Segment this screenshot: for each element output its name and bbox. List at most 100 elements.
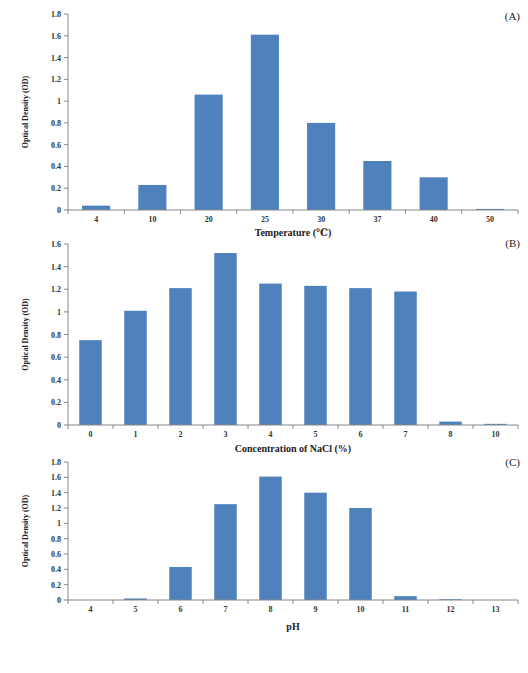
y-axis (68, 462, 69, 600)
x-tick-label: 4 (94, 215, 98, 224)
y-tick-label: 0.2 (51, 398, 61, 407)
y-tick-label: 1.6 (51, 32, 61, 41)
y-tick (64, 554, 68, 555)
bar (214, 253, 237, 425)
x-tick-label: 5 (314, 430, 318, 439)
bar (394, 292, 417, 425)
x-tick-label: 20 (205, 215, 213, 224)
y-axis-title: Optical Density (OD) (21, 298, 30, 371)
y-tick (64, 538, 68, 539)
y-tick (64, 425, 68, 426)
y-tick-label: 1.4 (51, 489, 61, 498)
y-tick (64, 188, 68, 189)
x-tick (158, 600, 159, 604)
bars (124, 477, 462, 600)
x-tick-label: 7 (404, 430, 408, 439)
x-tick-label: 6 (359, 430, 363, 439)
y-tick (64, 462, 68, 463)
y-tick (64, 244, 68, 245)
x-tick (293, 425, 294, 429)
x-tick-label: 2 (179, 430, 183, 439)
bar (214, 504, 237, 600)
x-tick-label: 3 (224, 430, 228, 439)
bar (124, 311, 147, 425)
y-tick-label: 1 (57, 519, 61, 528)
y-tick (64, 492, 68, 493)
x-tick (428, 425, 429, 429)
panel: 00.20.40.60.811.21.41.61.841020253037405… (21, 10, 520, 239)
y-tick (64, 508, 68, 509)
y-tick (64, 144, 68, 145)
y-tick (64, 402, 68, 403)
panel-label: (A) (505, 10, 521, 23)
x-tick-label: 0 (89, 430, 93, 439)
y-tick (64, 334, 68, 335)
y-tick-label: 0.2 (51, 581, 61, 590)
x-tick (68, 600, 69, 604)
x-tick-label: 8 (269, 605, 273, 614)
x-tick-label: 4 (269, 430, 273, 439)
bar (439, 422, 462, 425)
x-tick-label: 8 (449, 430, 453, 439)
y-tick (64, 101, 68, 102)
x-tick (338, 425, 339, 429)
y-tick-label: 0.6 (51, 141, 61, 150)
y-axis (68, 14, 69, 210)
x-tick-label: 50 (486, 215, 494, 224)
bar (138, 185, 166, 210)
y-tick (64, 379, 68, 380)
y-tick-label: 1.8 (51, 458, 61, 467)
figure: 00.20.40.60.811.21.41.61.841020253037405… (0, 0, 528, 673)
y-tick-label: 1 (57, 308, 61, 317)
panel: 00.20.40.60.811.21.41.61.845678910111213… (21, 456, 520, 632)
y-tick-label: 0.4 (51, 565, 61, 574)
x-axis-title: Concentration of NaCl (%) (235, 443, 351, 455)
y-tick (64, 600, 68, 601)
y-tick (64, 523, 68, 524)
bar (304, 493, 327, 600)
x-tick-label: 30 (317, 215, 325, 224)
y-tick-label: 0.6 (51, 550, 61, 559)
y-tick (64, 266, 68, 267)
y-tick (64, 122, 68, 123)
x-tick-label: 40 (430, 215, 438, 224)
y-tick (64, 311, 68, 312)
y-tick (64, 35, 68, 36)
y-axis-title: Optical Density (OD) (21, 494, 30, 567)
x-tick-label: 12 (447, 605, 455, 614)
y-tick (64, 569, 68, 570)
y-tick-label: 0.8 (51, 119, 61, 128)
x-tick-label: 25 (261, 215, 269, 224)
y-tick (64, 14, 68, 15)
x-tick-label: 4 (89, 605, 93, 614)
y-tick-label: 0.2 (51, 184, 61, 193)
x-tick-label: 13 (492, 605, 500, 614)
bar (307, 123, 335, 210)
y-tick (64, 584, 68, 585)
bar (195, 95, 223, 210)
bar (304, 286, 327, 425)
x-tick-label: 10 (492, 430, 500, 439)
y-tick (64, 57, 68, 58)
y-tick (64, 79, 68, 80)
bar (394, 596, 417, 600)
x-tick-label: 11 (402, 605, 410, 614)
x-tick (293, 600, 294, 604)
x-tick (68, 210, 69, 214)
x-axis-title: Temperature (℃) (255, 227, 332, 239)
x-tick-label: 37 (373, 215, 381, 224)
bar (169, 288, 192, 425)
y-tick (64, 357, 68, 358)
bar (349, 508, 372, 600)
x-tick-label: 1 (134, 430, 138, 439)
x-tick (428, 600, 429, 604)
x-tick (203, 425, 204, 429)
x-tick (473, 425, 474, 429)
x-tick (349, 210, 350, 214)
x-tick (248, 600, 249, 604)
x-tick-label: 10 (148, 215, 156, 224)
y-tick-label: 0 (57, 596, 61, 605)
x-tick (461, 210, 462, 214)
x-tick (68, 425, 69, 429)
y-tick-label: 1.2 (51, 504, 61, 513)
